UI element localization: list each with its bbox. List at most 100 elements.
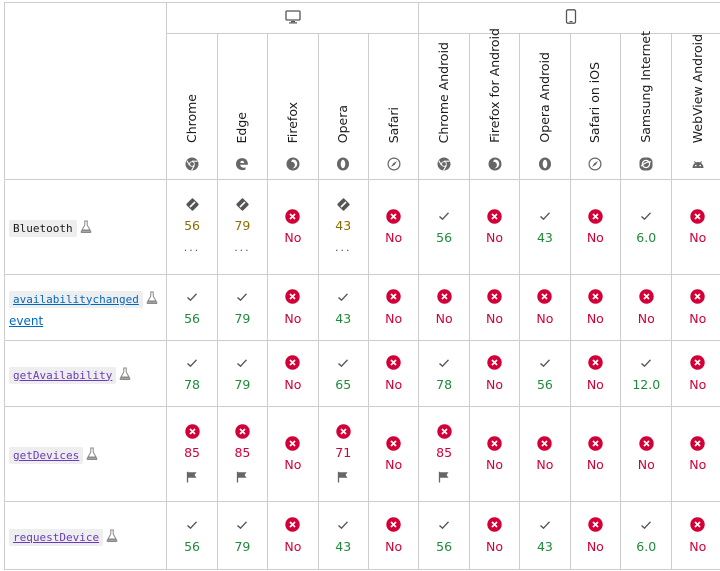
chrome-logo-icon bbox=[185, 156, 199, 171]
support-cell[interactable]: 56 bbox=[519, 340, 571, 407]
version-label: No bbox=[284, 538, 302, 554]
support-cell[interactable]: No bbox=[367, 406, 420, 502]
version-label: 56 bbox=[436, 230, 453, 245]
version-label: No bbox=[284, 310, 302, 326]
support-cell[interactable]: 79 bbox=[216, 274, 269, 341]
support-cell[interactable]: 79 bbox=[216, 501, 269, 570]
safari-logo-icon bbox=[387, 156, 401, 171]
support-cell[interactable]: No bbox=[367, 274, 420, 341]
feature-name-cell: getAvailability bbox=[3, 340, 168, 407]
browser-name: Firefox bbox=[284, 101, 300, 143]
check-icon bbox=[319, 354, 368, 372]
event-link[interactable]: event bbox=[9, 313, 44, 328]
support-cell[interactable]: 43 bbox=[519, 179, 571, 275]
feature-link[interactable]: getDevices bbox=[9, 447, 84, 464]
no-support-icon bbox=[672, 516, 720, 534]
support-cell[interactable]: No bbox=[267, 340, 319, 407]
version-label: No bbox=[536, 310, 554, 326]
browser-header-webview-android: WebView Android bbox=[671, 33, 720, 180]
support-cell[interactable]: 43 ··· bbox=[317, 179, 369, 275]
feature-link[interactable]: getAvailability bbox=[9, 366, 117, 384]
support-cell[interactable]: 79 bbox=[216, 340, 269, 407]
more-notes: ··· bbox=[335, 243, 352, 257]
version-label: No bbox=[486, 310, 504, 326]
support-cell[interactable]: 56 bbox=[166, 274, 218, 341]
browser-header-opera: Opera bbox=[317, 33, 369, 180]
support-cell[interactable]: No bbox=[569, 179, 622, 275]
feature-link[interactable]: requestDevice bbox=[9, 528, 104, 546]
platform-desktop bbox=[166, 2, 420, 34]
check-icon bbox=[520, 516, 569, 534]
support-cell[interactable]: No bbox=[519, 406, 571, 502]
support-cell[interactable]: 71 bbox=[317, 406, 369, 502]
feature-link[interactable]: availabilitychanged bbox=[9, 290, 143, 308]
support-cell[interactable]: No bbox=[519, 274, 571, 341]
no-support-icon bbox=[268, 288, 317, 306]
version-label: No bbox=[385, 230, 403, 245]
support-cell[interactable]: 78 bbox=[166, 340, 218, 407]
support-cell[interactable]: 85 bbox=[418, 406, 470, 502]
support-cell[interactable]: No bbox=[468, 179, 521, 275]
no-support-icon bbox=[520, 434, 569, 452]
support-cell[interactable]: 56 bbox=[166, 501, 218, 570]
no-support-icon bbox=[672, 354, 720, 372]
feature-row: getDevices 85 85 No 71 No 85 No No No No No bbox=[3, 406, 720, 502]
support-cell[interactable]: No bbox=[418, 274, 470, 341]
support-cell[interactable]: No bbox=[620, 406, 673, 502]
support-cell[interactable]: No bbox=[267, 406, 319, 502]
support-cell[interactable]: 12.0 bbox=[620, 340, 673, 407]
support-cell[interactable]: 78 bbox=[418, 340, 470, 407]
version-label: No bbox=[586, 310, 604, 326]
feature-row: requestDevice 56 79 No 43 No 56 No 43 No 6.0 No bbox=[3, 501, 720, 570]
support-cell[interactable]: No bbox=[367, 340, 420, 407]
flag-icon bbox=[167, 468, 216, 486]
support-cell[interactable]: 79 ··· bbox=[216, 179, 269, 275]
support-cell[interactable]: 85 bbox=[216, 406, 269, 502]
support-cell[interactable]: No bbox=[267, 179, 319, 275]
support-cell[interactable]: No bbox=[468, 406, 521, 502]
support-cell[interactable]: 65 bbox=[317, 340, 369, 407]
mobile-icon bbox=[565, 8, 577, 28]
support-cell[interactable]: No bbox=[569, 501, 622, 570]
experimental-flask-icon bbox=[80, 218, 92, 237]
browser-name: Firefox for Android bbox=[486, 28, 502, 143]
support-cell[interactable]: No bbox=[671, 501, 720, 570]
support-cell[interactable]: No bbox=[468, 274, 521, 341]
support-cell[interactable]: No bbox=[569, 340, 622, 407]
support-cell[interactable]: No bbox=[367, 179, 420, 275]
feature-row: Bluetooth 56 ··· 79 ··· No 43 ··· No 56 No 43 No 6.0 N… bbox=[3, 179, 720, 275]
support-cell[interactable]: No bbox=[267, 501, 319, 570]
check-icon bbox=[520, 207, 569, 225]
support-cell[interactable]: 56 ··· bbox=[166, 179, 218, 275]
support-cell[interactable]: No bbox=[620, 274, 673, 341]
no-support-icon bbox=[369, 288, 418, 306]
version-label: No bbox=[284, 457, 302, 472]
support-cell[interactable]: No bbox=[671, 179, 720, 275]
support-cell[interactable]: 56 bbox=[418, 501, 470, 570]
support-cell[interactable]: 85 bbox=[166, 406, 218, 502]
support-cell[interactable]: No bbox=[267, 274, 319, 341]
support-cell[interactable]: No bbox=[671, 274, 720, 341]
support-cell[interactable]: No bbox=[468, 501, 521, 570]
support-cell[interactable]: 43 bbox=[519, 501, 571, 570]
support-cell[interactable]: 43 bbox=[317, 501, 369, 570]
support-cell[interactable]: No bbox=[569, 406, 622, 502]
version-label: 79 bbox=[234, 538, 251, 554]
support-cell[interactable]: No bbox=[367, 501, 420, 570]
support-cell[interactable]: 6.0 bbox=[620, 179, 673, 275]
support-cell[interactable]: 56 bbox=[418, 179, 470, 275]
support-cell[interactable]: No bbox=[569, 274, 622, 341]
support-cell[interactable]: 43 bbox=[317, 274, 369, 341]
samsung-logo-icon bbox=[639, 156, 653, 171]
version-label: 6.0 bbox=[636, 230, 657, 245]
support-cell[interactable]: No bbox=[671, 406, 720, 502]
support-cell[interactable]: No bbox=[468, 340, 521, 407]
version-label: No bbox=[637, 457, 655, 472]
more-notes: ··· bbox=[234, 243, 251, 257]
browser-name: Samsung Internet bbox=[638, 31, 654, 143]
feature-name-cell: requestDevice bbox=[3, 501, 168, 570]
support-cell[interactable]: No bbox=[671, 340, 720, 407]
check-icon bbox=[419, 354, 468, 372]
check-icon bbox=[621, 516, 671, 534]
support-cell[interactable]: 6.0 bbox=[620, 501, 673, 570]
